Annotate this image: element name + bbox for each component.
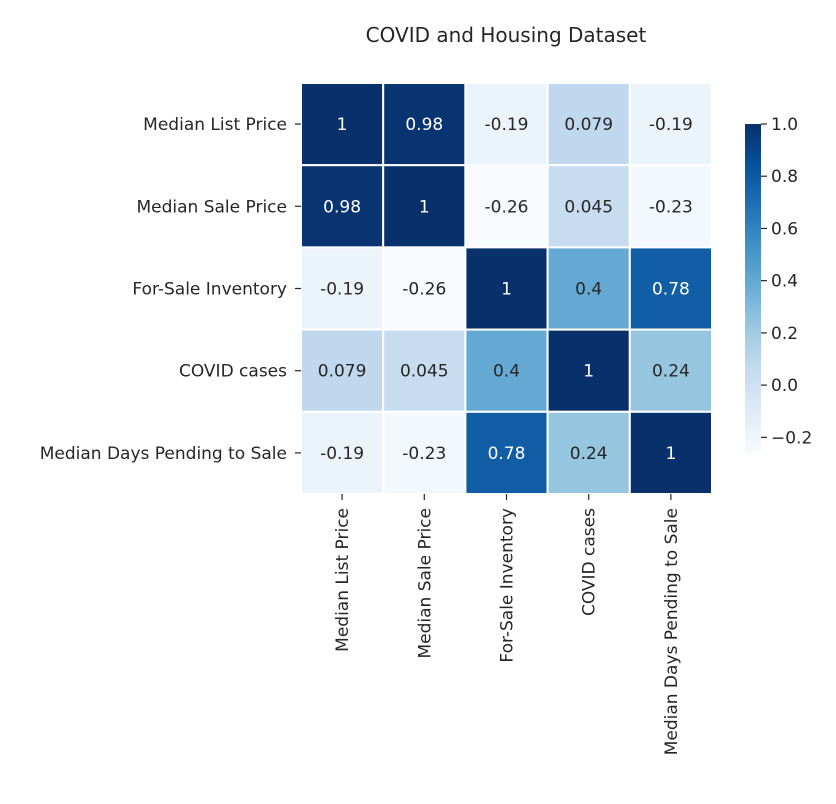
colorbar-tick-label: 0.6 xyxy=(771,219,798,239)
y-tick-label: Median List Price xyxy=(143,115,287,135)
y-tick-label: Median Days Pending to Sale xyxy=(40,444,287,464)
cell-value-label: 1 xyxy=(583,362,594,382)
heatmap-cell xyxy=(382,82,467,167)
heatmap-cell xyxy=(464,410,549,495)
cell-value-label: 0.78 xyxy=(488,444,526,464)
colorbar-tick-label: 0.4 xyxy=(771,272,798,292)
cell-value-label: 0.4 xyxy=(493,362,520,382)
y-tick-label: Median Sale Price xyxy=(136,197,287,217)
cell-value-label: 1 xyxy=(501,280,512,300)
colorbar-tick-label: 0.8 xyxy=(771,167,798,187)
heatmap-cell xyxy=(300,410,385,495)
x-tick-label: Median List Price xyxy=(333,508,353,652)
heatmap-cell xyxy=(382,328,467,413)
cell-value-label: 0.98 xyxy=(323,197,361,217)
colorbar-ticks: 1.0 0.8 0.6 0.4 0.2 0.0 −0.2 xyxy=(761,115,812,448)
heatmap-cell xyxy=(546,328,631,413)
cell-value-label: 0.079 xyxy=(318,362,367,382)
cell-value-label: 0.4 xyxy=(575,280,602,300)
x-axis-ticks: Median List Price Median Sale Price For-Sa… xyxy=(333,494,682,755)
heatmap-cell xyxy=(464,328,549,413)
cell-value-label: -0.26 xyxy=(402,280,446,300)
cell-value-label: -0.19 xyxy=(649,115,693,135)
heatmap-cell xyxy=(382,410,467,495)
x-tick-label: COVID cases xyxy=(580,508,600,616)
chart-title: COVID and Housing Dataset xyxy=(366,23,647,47)
cell-value-label: 0.045 xyxy=(400,362,449,382)
heatmap-cell xyxy=(628,328,713,413)
colorbar-tick-label: −0.2 xyxy=(771,428,812,448)
x-tick-label: For-Sale Inventory xyxy=(498,508,518,663)
cell-value-label: 1 xyxy=(419,197,430,217)
cell-value-label: 1 xyxy=(665,444,676,464)
colorbar-gradient xyxy=(745,124,761,453)
cell-value-label: -0.23 xyxy=(402,444,446,464)
cell-value-label: -0.19 xyxy=(485,115,529,135)
heatmap-cell xyxy=(382,246,467,331)
heatmap-cells xyxy=(300,82,713,495)
cell-value-label: 0.079 xyxy=(564,115,613,135)
y-axis-ticks: Median List Price Median Sale Price For-Sa… xyxy=(40,115,301,464)
colorbar-tick-label: 0.2 xyxy=(771,324,798,344)
y-tick-label: For-Sale Inventory xyxy=(132,280,287,300)
colorbar: 1.0 0.8 0.6 0.4 0.2 0.0 −0.2 xyxy=(745,115,812,453)
colorbar-tick-label: 1.0 xyxy=(771,115,798,135)
x-tick-label: Median Days Pending to Sale xyxy=(662,508,682,755)
colorbar-tick-label: 0.0 xyxy=(771,376,798,396)
cell-value-label: -0.23 xyxy=(649,197,693,217)
cell-value-label: 0.24 xyxy=(652,362,690,382)
heatmap-cell xyxy=(464,164,549,249)
y-tick-label: COVID cases xyxy=(179,362,287,382)
heatmap-cell xyxy=(546,246,631,331)
cell-value-label: -0.26 xyxy=(485,197,529,217)
cell-value-label: 0.045 xyxy=(564,197,613,217)
x-tick-label: Median Sale Price xyxy=(415,508,435,659)
cell-value-label: 0.24 xyxy=(570,444,608,464)
cell-value-label: 0.98 xyxy=(405,115,443,135)
cell-annotations: 1 0.98 -0.19 0.079 -0.19 0.98 1 -0.26 0.045 -0.23… xyxy=(318,115,693,464)
cell-value-label: -0.19 xyxy=(320,280,364,300)
cell-value-label: 1 xyxy=(337,115,348,135)
cell-value-label: -0.19 xyxy=(320,444,364,464)
cell-value-label: 0.78 xyxy=(652,280,690,300)
heatmap-cell xyxy=(628,164,713,249)
